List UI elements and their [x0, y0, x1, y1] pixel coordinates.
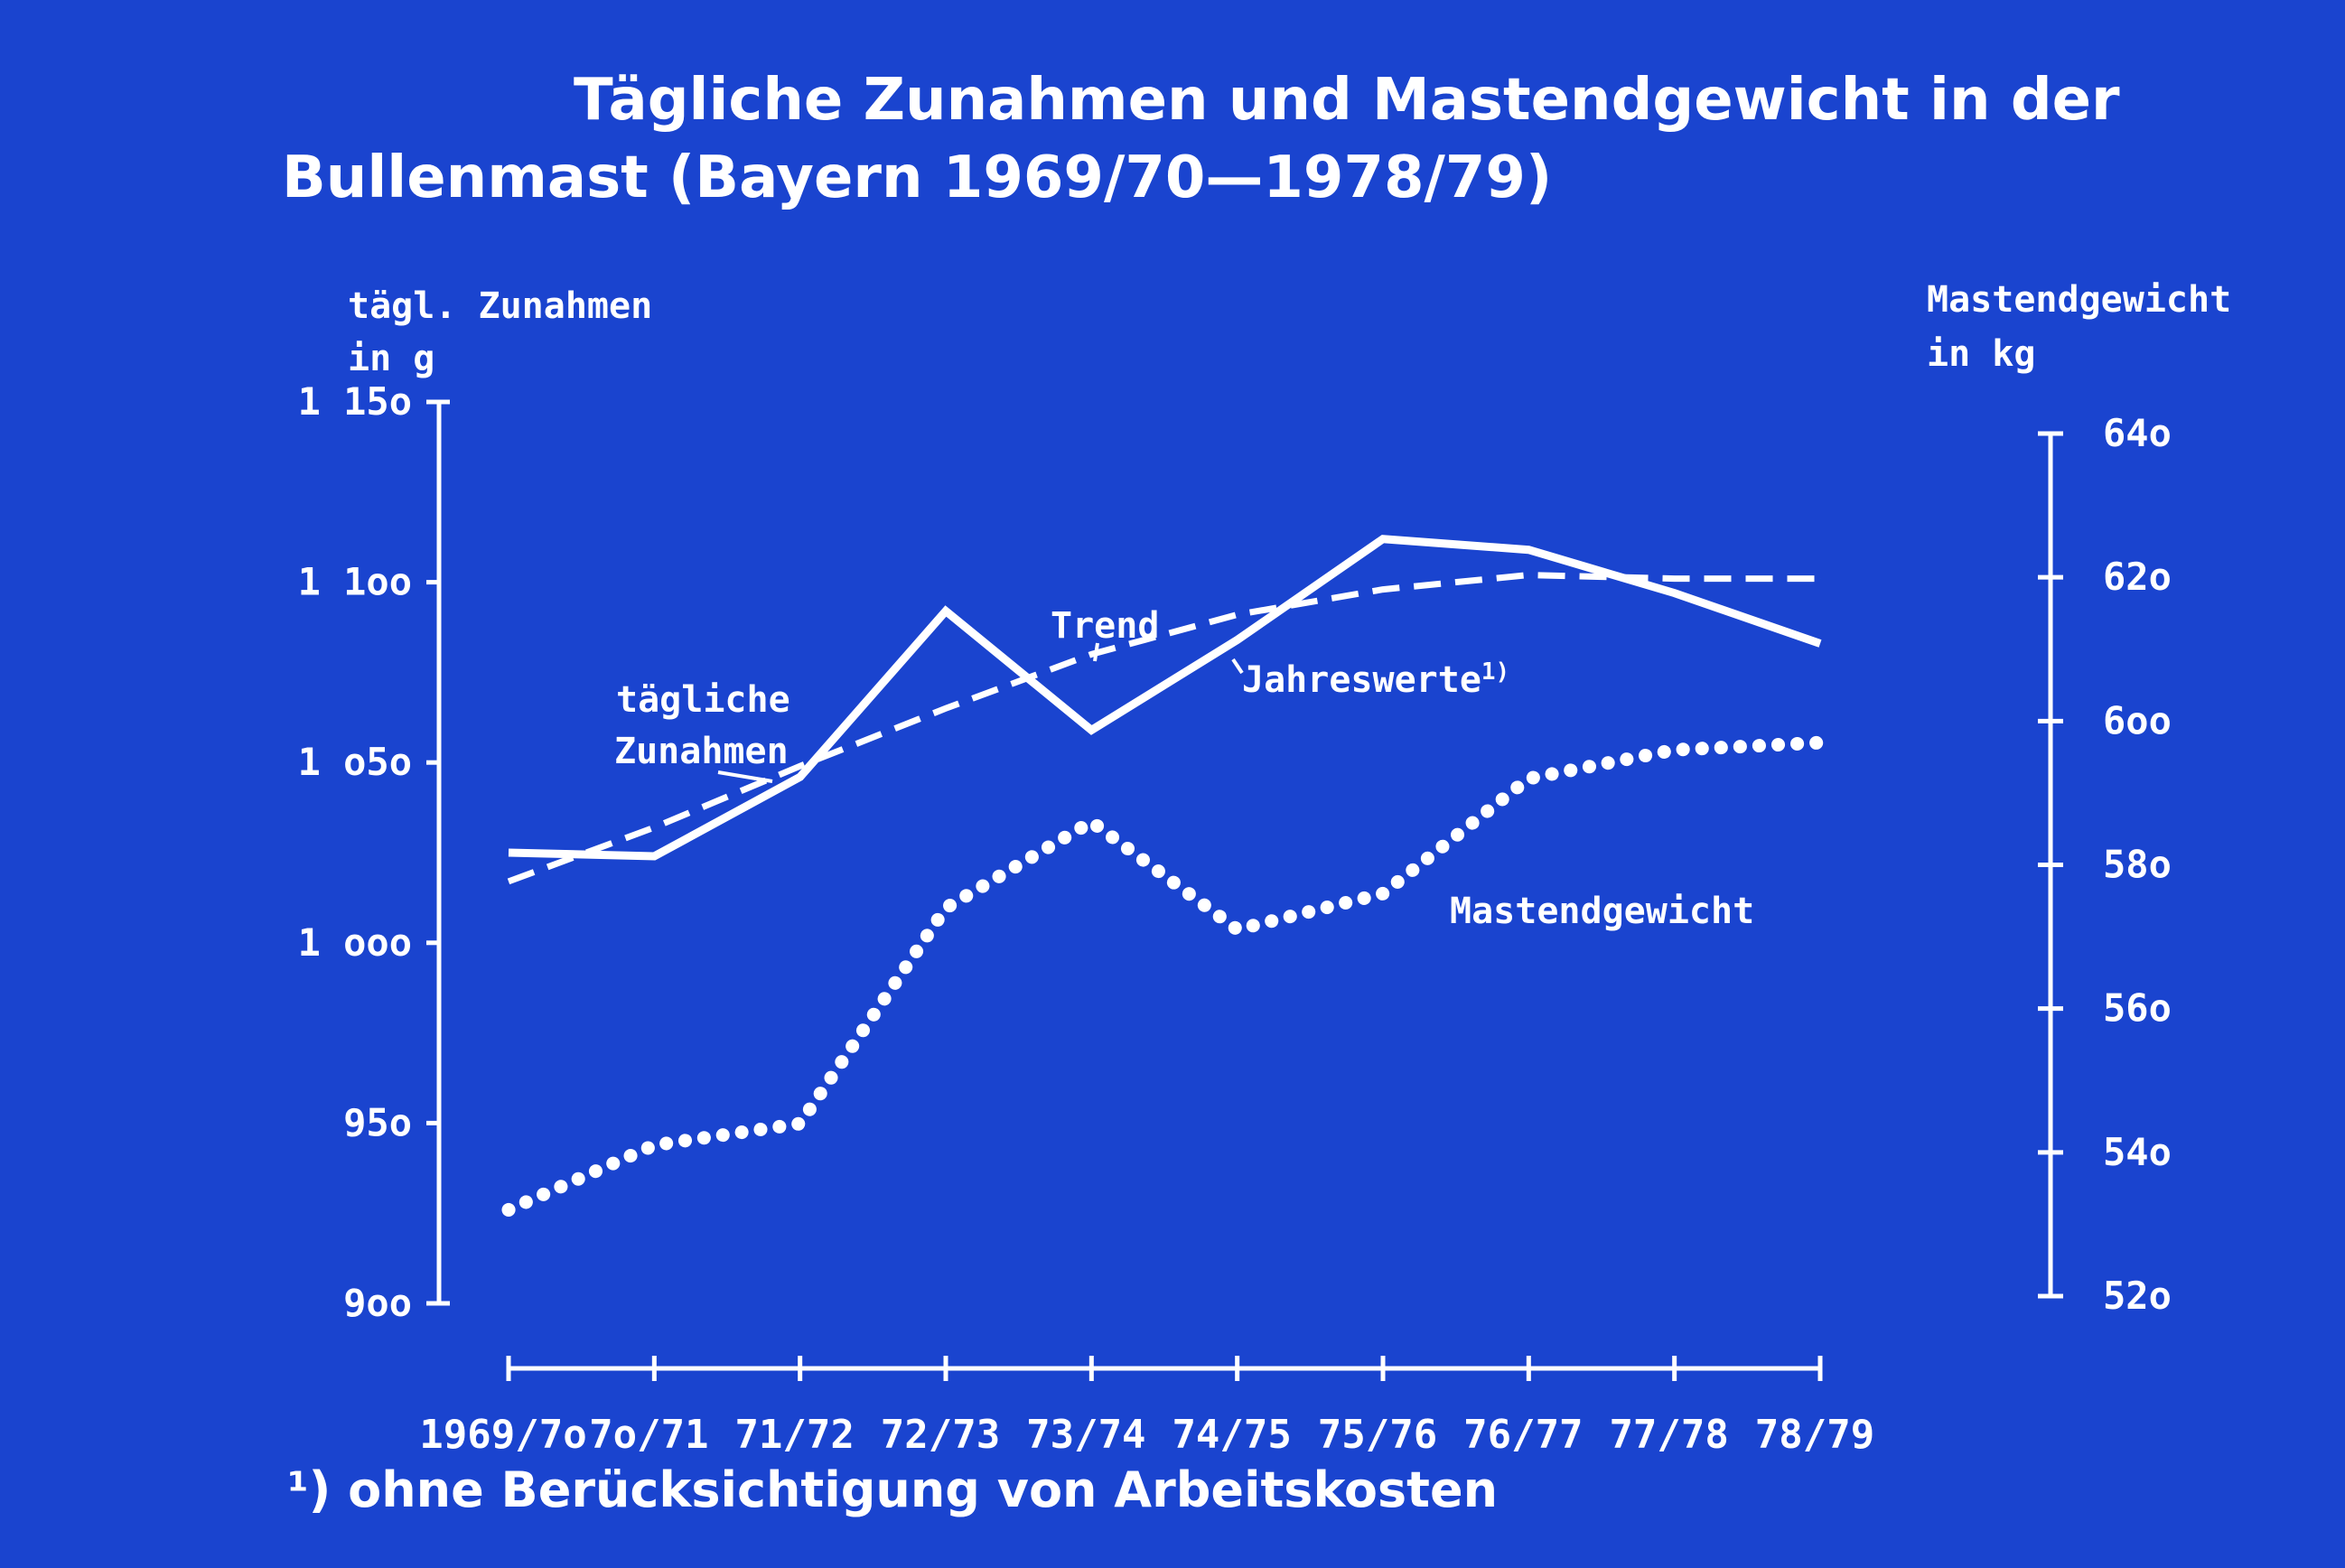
data-point — [799, 1123, 801, 1125]
left-axis-tick-label: 95o — [343, 1100, 412, 1144]
x-axis-category-label: 71/72 — [734, 1412, 854, 1458]
x-axis-category-label: 78/79 — [1755, 1412, 1874, 1458]
left-axis-tick-label: 1 o5o — [298, 740, 412, 784]
right-axis-title-line1: Mastendgewicht — [1927, 279, 2231, 321]
annotation-annual-values-pointer — [1231, 658, 1244, 675]
data-point — [1382, 538, 1384, 540]
data-point — [945, 611, 947, 612]
data-point — [1090, 653, 1092, 655]
series-line-trend — [507, 572, 1820, 885]
data-point — [1674, 749, 1676, 751]
series-layer — [501, 535, 1827, 1217]
data-point — [508, 852, 509, 854]
chart-title-line2: Bullenmast (Bayern 1969/70—1978/79) — [282, 145, 1552, 211]
annotation-final-weight: Mastendgewicht — [1450, 891, 1754, 932]
annotation-daily-gain-line1: tägliche — [616, 679, 790, 721]
right-axis-tick-label: 56o — [2103, 986, 2172, 1031]
data-point — [945, 907, 947, 909]
data-point — [1819, 642, 1821, 644]
annotation-trend: Trend — [1051, 605, 1159, 647]
data-point — [653, 855, 655, 857]
data-point — [1090, 821, 1092, 823]
annotation-annual-values: Jahreswerte1) — [1242, 658, 1509, 701]
x-axis-category-label: 73/74 — [1026, 1412, 1145, 1458]
data-point — [799, 776, 801, 778]
series-line-final-weight — [501, 735, 1827, 1217]
left-axis-tick-label: 9oo — [343, 1281, 412, 1325]
data-point — [653, 826, 655, 828]
data-point — [1090, 729, 1092, 731]
x-axis-category-label: 75/76 — [1318, 1412, 1437, 1458]
data-point — [1237, 929, 1238, 930]
left-y-axis: 1 15o 1 1oo 1 o5o 1 ooo 95o 9oo — [298, 379, 450, 1325]
data-point — [945, 707, 947, 709]
annotation-daily-gain-line2: Zunahmen — [614, 731, 789, 772]
right-axis-title-line2: in kg — [1927, 333, 2035, 375]
left-axis-tick-label: 1 ooo — [298, 920, 412, 965]
right-y-axis: 64o 62o 6oo 58o 56o 54o 52o — [2038, 411, 2172, 1318]
series-solid — [508, 535, 1822, 861]
right-axis-tick-label: 6oo — [2103, 698, 2172, 742]
series-dashed — [507, 572, 1821, 885]
data-point — [1674, 578, 1676, 580]
right-axis-tick-label: 58o — [2103, 843, 2172, 887]
right-axis-tick-label: 54o — [2103, 1130, 2172, 1174]
left-axis-tick-label: 1 15o — [298, 379, 412, 424]
series-dotted — [501, 735, 1827, 1217]
chart-title-line1: Tägliche Zunahmen und Mastendgewicht in … — [574, 67, 2120, 134]
x-axis-category-label: 74/75 — [1172, 1412, 1291, 1458]
left-axis-title-line1: tägl. Zunahmen — [348, 285, 652, 327]
series-line-annual-values — [508, 535, 1822, 861]
data-point — [799, 765, 801, 767]
x-axis-category-label: 76/77 — [1463, 1412, 1583, 1458]
data-point — [1528, 574, 1529, 576]
data-point — [1237, 639, 1238, 640]
right-axis-tick-label: 62o — [2103, 555, 2172, 599]
footnote: ¹) ohne Berücksichtigung von Arbeitskost… — [287, 1461, 1498, 1518]
data-point — [1819, 742, 1821, 743]
x-axis-category-label: 1969/7o — [419, 1412, 586, 1458]
left-axis-title-line2: in g — [348, 338, 434, 379]
x-axis-category-label: 72/73 — [881, 1412, 1000, 1458]
data-point — [508, 881, 509, 882]
right-axis-tick-label: 64o — [2103, 411, 2172, 455]
x-axis-category-label: 7o/71 — [589, 1412, 708, 1458]
data-point — [1819, 578, 1821, 580]
data-point — [653, 1144, 655, 1146]
data-point — [1382, 892, 1384, 894]
annotation-trend-pointer — [1093, 642, 1099, 662]
x-axis-category-label: 77/78 — [1609, 1412, 1728, 1458]
data-point — [508, 1209, 509, 1211]
data-point — [1528, 778, 1529, 779]
left-axis-tick-label: 1 1oo — [298, 560, 412, 604]
data-point — [1237, 614, 1238, 616]
x-axis: 1969/7o 7o/71 71/72 72/73 73/74 74/75 75/76 76/… — [419, 1356, 1874, 1458]
data-point — [1382, 589, 1384, 591]
annotation-daily-gain-pointer — [717, 770, 773, 783]
data-point — [1674, 593, 1676, 594]
data-point — [1528, 549, 1529, 551]
right-axis-tick-label: 52o — [2103, 1274, 2172, 1318]
